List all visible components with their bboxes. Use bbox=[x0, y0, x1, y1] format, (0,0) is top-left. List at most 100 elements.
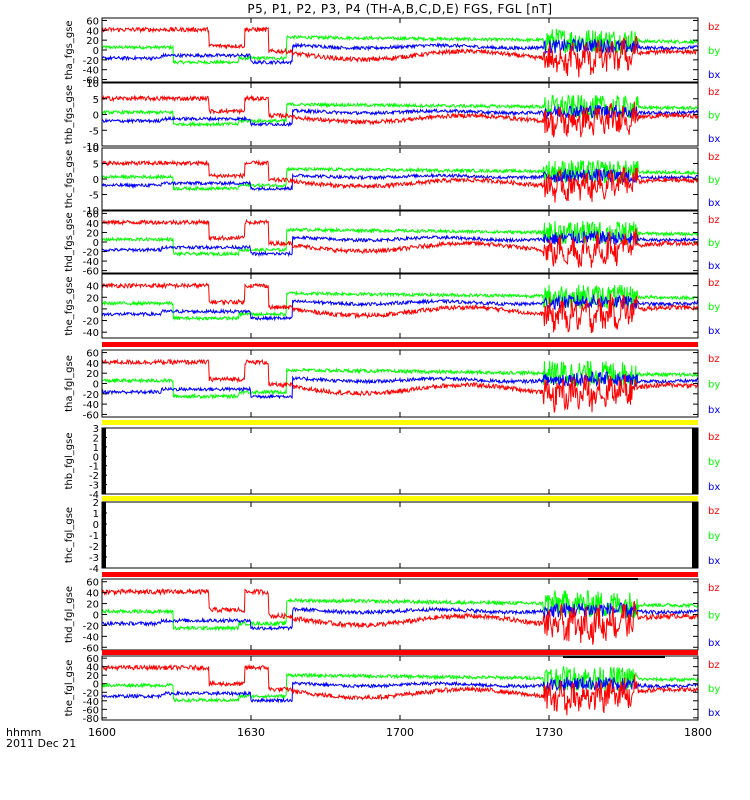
series-bz-line bbox=[101, 25, 699, 78]
legend-bz: bz bbox=[708, 152, 720, 163]
y-tick-label: 0 bbox=[93, 175, 99, 186]
time-axis-date: 2011 Dec 21 bbox=[6, 737, 77, 750]
legend-bx: bx bbox=[708, 134, 720, 145]
series-bz-line bbox=[101, 94, 699, 138]
legend-bx: bx bbox=[708, 708, 720, 719]
y-tick-label: 20 bbox=[86, 671, 99, 682]
legend-bz: bz bbox=[708, 87, 720, 98]
mode-bar bbox=[563, 656, 665, 658]
data-edge-right bbox=[692, 428, 698, 494]
y-tick-label: 1 bbox=[93, 443, 99, 454]
y-tick-label: -40 bbox=[83, 66, 99, 77]
y-tick-label: 60 bbox=[86, 16, 99, 27]
legend-bx: bx bbox=[708, 638, 720, 649]
plot-title: P5, P1, P2, P3, P4 (TH-A,B,C,D,E) FGS, F… bbox=[247, 2, 553, 16]
legend-by: by bbox=[708, 302, 720, 313]
legend-by: by bbox=[708, 46, 720, 57]
status-bar bbox=[102, 342, 698, 347]
status-bar bbox=[102, 420, 698, 425]
y-tick-label: -40 bbox=[83, 400, 99, 411]
y-tick-label: -10 bbox=[83, 206, 99, 217]
y-tick-label: 40 bbox=[86, 589, 99, 600]
y-axis-label: thd_fgs_gse bbox=[64, 212, 75, 271]
y-tick-label: 0 bbox=[93, 111, 99, 122]
y-tick-label: 0 bbox=[93, 238, 99, 249]
status-bar bbox=[102, 496, 698, 501]
y-tick-label: -40 bbox=[83, 328, 99, 339]
y-tick-label: -20 bbox=[83, 248, 99, 259]
y-axis-label: tha_fgs_gse bbox=[64, 20, 75, 79]
x-tick-label: 1730 bbox=[535, 726, 563, 739]
y-tick-label: 60 bbox=[86, 349, 99, 360]
data-edge-left bbox=[102, 428, 106, 494]
series-bz-line bbox=[101, 281, 699, 334]
y-axis-label: thd_fgl_gse bbox=[64, 586, 75, 643]
y-tick-label: -2 bbox=[89, 542, 99, 553]
y-tick-label: 20 bbox=[86, 600, 99, 611]
y-tick-label: 2 bbox=[93, 498, 99, 509]
legend-bz: bz bbox=[708, 215, 720, 226]
y-tick-label: -4 bbox=[89, 490, 99, 501]
legend-bx: bx bbox=[708, 261, 720, 272]
series-by-line bbox=[101, 284, 699, 322]
y-tick-label: 40 bbox=[86, 26, 99, 37]
y-tick-label: 0 bbox=[93, 520, 99, 531]
legend-by: by bbox=[708, 111, 720, 122]
y-tick-label: 3 bbox=[93, 424, 99, 435]
y-tick-label: 60 bbox=[86, 578, 99, 589]
y-axis-label: tha_fgl_gse bbox=[64, 355, 75, 412]
y-tick-label: -3 bbox=[89, 553, 99, 564]
y-tick-label: 10 bbox=[86, 144, 99, 155]
y-tick-label: -4 bbox=[89, 564, 99, 575]
x-tick-label: 1630 bbox=[237, 726, 265, 739]
legend-by: by bbox=[708, 380, 720, 391]
legend-bz: bz bbox=[708, 278, 720, 289]
legend-by: by bbox=[708, 175, 720, 186]
y-tick-label: -3 bbox=[89, 481, 99, 492]
y-tick-label: -20 bbox=[83, 688, 99, 699]
y-tick-label: 10 bbox=[86, 79, 99, 90]
series-bx-line bbox=[101, 370, 699, 400]
legend-bz: bz bbox=[708, 432, 720, 443]
y-tick-label: 5 bbox=[93, 95, 99, 106]
y-axis-label: thc_fgl_gse bbox=[64, 507, 75, 563]
status-bar bbox=[102, 572, 698, 577]
y-tick-label: -60 bbox=[83, 643, 99, 654]
y-tick-label: 0 bbox=[93, 611, 99, 622]
legend-bx: bx bbox=[708, 326, 720, 337]
y-tick-label: -2 bbox=[89, 471, 99, 482]
y-tick-label: 40 bbox=[86, 359, 99, 370]
y-tick-label: 0 bbox=[93, 46, 99, 57]
y-tick-label: -60 bbox=[83, 705, 99, 716]
y-axis-label: the_fgl_gse bbox=[64, 660, 75, 717]
y-tick-label: 1 bbox=[93, 509, 99, 520]
legend-bz: bz bbox=[708, 583, 720, 594]
x-tick-label: 1700 bbox=[386, 726, 414, 739]
x-tick-label: 1600 bbox=[88, 726, 116, 739]
legend-bz: bz bbox=[708, 22, 720, 33]
legend-by: by bbox=[708, 611, 720, 622]
legend-bx: bx bbox=[708, 482, 720, 493]
y-axis-label: thb_fgs_gse bbox=[64, 85, 75, 144]
legend-bx: bx bbox=[708, 198, 720, 209]
y-tick-label: -20 bbox=[83, 390, 99, 401]
y-tick-label: 0 bbox=[93, 305, 99, 316]
y-tick-label: 40 bbox=[86, 663, 99, 674]
y-tick-label: 60 bbox=[86, 209, 99, 220]
y-tick-label: -40 bbox=[83, 697, 99, 708]
y-tick-label: -80 bbox=[83, 714, 99, 725]
y-tick-label: 20 bbox=[86, 228, 99, 239]
y-tick-label: 0 bbox=[93, 680, 99, 691]
series-bx-line bbox=[101, 602, 699, 632]
series-bz-line bbox=[101, 358, 699, 413]
y-tick-label: -1 bbox=[89, 462, 99, 473]
legend-bz: bz bbox=[708, 506, 720, 517]
series-bz-line bbox=[101, 587, 699, 645]
y-tick-label: 0 bbox=[93, 380, 99, 391]
status-bar bbox=[102, 650, 698, 655]
series-bz-line bbox=[101, 663, 699, 716]
y-axis-label: thc_fgs_gse bbox=[64, 150, 75, 209]
legend-bx: bx bbox=[708, 70, 720, 81]
y-tick-label: -20 bbox=[83, 56, 99, 67]
